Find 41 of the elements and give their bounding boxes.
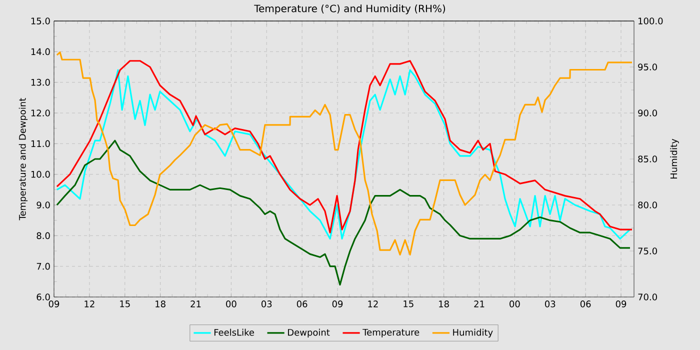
legend-label: Temperature (362, 328, 420, 338)
y2-tick-label: 70.0 (638, 294, 657, 300)
y-tick-label: 13.0 (31, 78, 50, 86)
y-tick-label: 8.0 (36, 232, 50, 240)
legend-label: Humidity (453, 328, 493, 338)
x-tick-label: 15 (404, 300, 414, 308)
y-tick-label: 6.0 (36, 294, 50, 300)
x-tick-label: 06 (296, 300, 308, 308)
x-tick-label: 09 (332, 300, 343, 308)
y-tick-label: 7.0 (36, 262, 50, 270)
x-tick-label: 03 (545, 300, 556, 308)
x-tick-label: 03 (262, 300, 272, 308)
x-tick-label: 18 (156, 300, 166, 308)
y-tick-label: 15.0 (31, 18, 50, 24)
x-tick-label: 12 (84, 300, 94, 308)
x-tick-label: 18 (439, 300, 449, 308)
x-tick-label: 12 (368, 300, 378, 308)
x-tick-label: 15 (120, 300, 130, 308)
legend-label: Dewpoint (288, 328, 330, 338)
y2-tick-label: 85.0 (638, 156, 657, 162)
y-tick-label: 14.0 (31, 48, 50, 56)
x-tick-label: 06 (580, 300, 591, 308)
y-tick-label: 10.0 (31, 170, 50, 178)
y-tick-label: 12.0 (31, 110, 50, 116)
y2-tick-label: 75.0 (638, 248, 657, 254)
y2-tick-label: 80.0 (638, 202, 657, 208)
x-tick-label: 21 (474, 300, 484, 308)
y-tick-label: 9.0 (36, 202, 50, 208)
chart-title: Temperature (°C) and Humidity (RH%) (254, 4, 446, 14)
y2-tick-label: 95.0 (638, 64, 657, 70)
x-tick-label: 00 (226, 300, 236, 308)
y2-tick-label: 90.0 (638, 110, 657, 116)
y2-tick-label: 100.0 (638, 18, 663, 24)
y-axis-title: Temperature and Dewpoint (18, 98, 28, 220)
legend-label: FeelsLike (214, 328, 254, 336)
x-tick-label: 09 (616, 300, 626, 308)
y-tick-label: 11.0 (31, 140, 50, 148)
x-tick-label: 09 (48, 300, 60, 308)
x-tick-label: 00 (510, 300, 520, 308)
y2-axis-title: Humidity (670, 138, 679, 179)
x-tick-label: 21 (190, 300, 201, 308)
